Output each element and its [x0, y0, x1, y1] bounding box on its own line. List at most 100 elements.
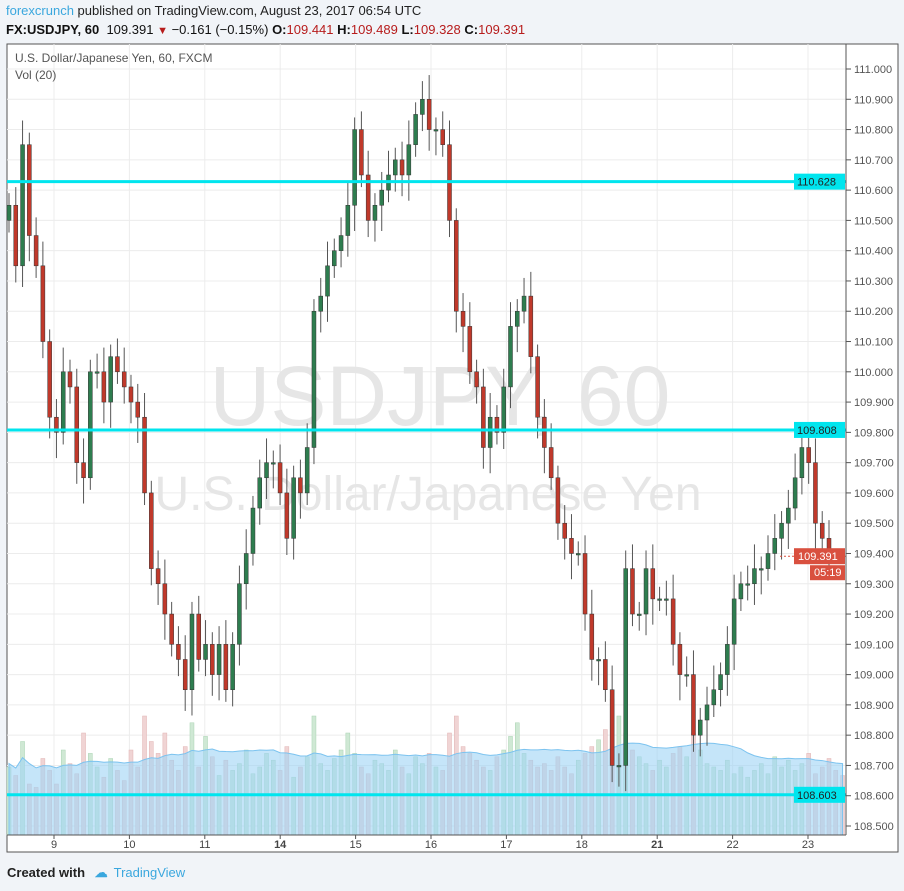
candle-body [548, 447, 554, 479]
countdown-label: 05:19 [814, 567, 842, 579]
horizontal-line-label: 109.808 [797, 425, 837, 437]
candle-body [149, 492, 154, 569]
time-tick-label: 9 [51, 839, 57, 851]
candle [81, 438, 86, 504]
horizontal-lines[interactable]: 110.628 109.808 108.603 [7, 173, 846, 803]
candle [271, 450, 276, 489]
candle [250, 495, 256, 566]
tradingview-link[interactable]: TradingView [113, 865, 186, 880]
candle [440, 111, 445, 157]
candle-body [433, 129, 439, 132]
candle-body [806, 447, 811, 463]
candle-body [216, 644, 222, 675]
candle [623, 550, 628, 792]
candle [257, 459, 262, 525]
author-link[interactable]: forexcrunch [6, 3, 74, 18]
candle [636, 601, 642, 631]
candle-body [115, 356, 120, 373]
symbol: FX:USDJPY, 60 [6, 22, 100, 37]
candle [731, 574, 737, 671]
candle-body [799, 447, 805, 479]
price-tick-label: 109.400 [854, 548, 894, 560]
candle-body [365, 174, 371, 221]
price-tick-label: 109.300 [854, 579, 894, 591]
candle-body [264, 462, 269, 479]
candle-body [88, 371, 93, 479]
volume-legend: Vol (20) [15, 68, 57, 82]
candle [311, 299, 317, 465]
candle-body [711, 689, 717, 706]
candle-body [636, 613, 642, 616]
price-tick-label: 111.000 [854, 64, 892, 76]
horizontal-line-label: 108.603 [797, 790, 837, 802]
price-tick-label: 108.700 [854, 760, 894, 772]
candle [515, 299, 520, 353]
candle [393, 147, 398, 192]
candle-body [304, 447, 310, 494]
low-label: L: [401, 22, 414, 37]
candle [149, 480, 154, 586]
candle [345, 181, 351, 257]
candle [718, 662, 723, 707]
candle [74, 368, 80, 484]
candle-body [332, 250, 337, 267]
price-tick-label: 110.200 [854, 306, 893, 318]
candle-body [765, 553, 771, 569]
price-tick-label: 108.900 [854, 700, 894, 712]
candle-body [718, 674, 723, 690]
candle-body [704, 704, 710, 721]
candle [155, 550, 161, 605]
candle-body [27, 144, 32, 236]
candle [657, 586, 662, 612]
candle [399, 141, 405, 197]
price-tick-label: 110.100 [854, 337, 893, 349]
candle [359, 111, 364, 188]
price-change: −0.161 (−0.15%) [171, 22, 269, 37]
candle-body [535, 356, 540, 418]
countdown-label-bg [810, 565, 845, 581]
candle [47, 329, 52, 439]
candle [487, 392, 493, 474]
candle [650, 544, 656, 625]
candle [765, 535, 771, 581]
candle [60, 347, 66, 445]
candle-body [677, 644, 683, 675]
axes: 111.000 110.900 110.800 110.700 110.600 110.5… [51, 64, 894, 851]
candle-body [664, 598, 669, 601]
grid [7, 44, 846, 835]
candle [67, 359, 73, 404]
candle-body [474, 371, 479, 388]
candle [291, 465, 296, 560]
candle [474, 359, 479, 404]
candle-body [630, 568, 635, 615]
candle-body [643, 568, 649, 615]
candle-body [311, 310, 317, 448]
price-tick-label: 110.000 [854, 367, 893, 379]
candle [6, 193, 12, 233]
candle [528, 271, 534, 374]
time-tick-label: 10 [123, 839, 135, 851]
candle [548, 423, 554, 490]
candle [521, 277, 527, 324]
created-with: Created with [7, 865, 86, 880]
candle-body [792, 477, 798, 509]
candle-body [508, 326, 513, 388]
candle [779, 511, 784, 560]
candle [806, 429, 811, 484]
open-label: O: [272, 22, 287, 37]
candle-body [426, 99, 432, 130]
candle [33, 217, 39, 278]
candle [691, 650, 696, 752]
footer: Created with ☁ TradingView [7, 865, 185, 881]
candle [284, 468, 290, 555]
candle [792, 453, 798, 521]
candle-body [338, 235, 344, 251]
candle [562, 505, 567, 560]
candle [101, 347, 107, 424]
horizontal-line-label-bg [794, 786, 845, 803]
candle [115, 338, 120, 384]
candle [365, 150, 371, 238]
candle-body [393, 159, 398, 176]
candle [799, 435, 805, 495]
